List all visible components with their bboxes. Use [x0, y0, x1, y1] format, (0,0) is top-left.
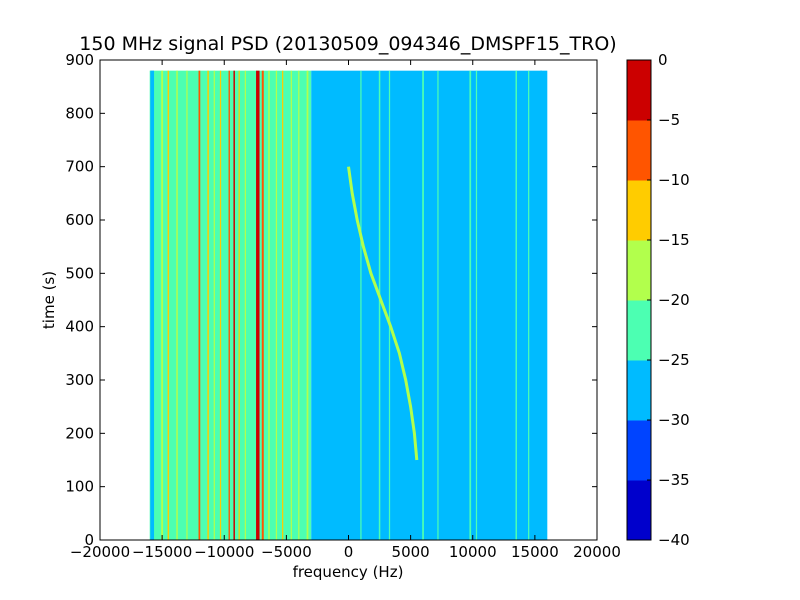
x-tick-label: −20000	[70, 543, 130, 561]
spectral-line-14	[261, 70, 264, 540]
colorbar-tick-label: −40	[658, 531, 690, 549]
heatmap-background-block-0	[149, 70, 312, 540]
spectral-line-18	[290, 70, 292, 540]
colorbar	[627, 60, 651, 541]
colorbar-tick-label: −10	[658, 171, 690, 189]
x-tick-label: −15000	[132, 543, 192, 561]
spectral-lines-layer	[150, 70, 542, 540]
x-tick-label: 0	[344, 543, 354, 561]
colorbar-axis: −40 −35 −30 −25 −20 −15 −10 −5 0	[647, 51, 690, 549]
colorbar-tick-label: −35	[658, 471, 690, 489]
x-tick-label: 10000	[449, 543, 497, 561]
y-axis-label: time (s)	[40, 271, 58, 329]
y-tick-label: 300	[65, 371, 94, 389]
y-tick-label: 400	[65, 318, 94, 336]
colorbar-segment-1	[627, 420, 651, 481]
spectral-line-15	[268, 70, 270, 540]
y-tick-label: 200	[65, 424, 94, 442]
x-tick-label: −5000	[261, 543, 312, 561]
chart-title: 150 MHz signal PSD (20130509_094346_DMSP…	[79, 33, 616, 55]
colorbar-segment-5	[627, 180, 651, 241]
x-tick-label: −10000	[194, 543, 254, 561]
spectral-line-24	[422, 70, 424, 540]
colorbar-tick-label: 0	[658, 51, 668, 69]
spectral-line-5	[198, 70, 201, 540]
x-tick-label: 5000	[392, 543, 430, 561]
colorbar-tick-label: −20	[658, 291, 690, 309]
y-tick-label: 100	[65, 478, 94, 496]
spectral-line-25	[437, 70, 439, 540]
y-tick-label: 600	[65, 211, 94, 229]
x-axis: −20000 −15000 −10000 −5000 0 5000 10000 15000 20…	[70, 60, 621, 561]
spectral-line-19	[298, 70, 300, 540]
spectral-line-17	[282, 70, 284, 540]
spectral-line-21	[360, 70, 362, 540]
spectral-line-6	[207, 70, 209, 540]
colorbar-segment-6	[627, 120, 651, 181]
spectral-line-10	[233, 70, 235, 540]
spectral-line-8	[219, 70, 222, 540]
spectral-line-28	[515, 70, 517, 540]
y-tick-label: 500	[65, 264, 94, 282]
spectral-line-11	[238, 70, 240, 540]
doppler-trace-line	[347, 166, 419, 461]
colorbar-segment-4	[627, 240, 651, 301]
colorbar-tick-label: −5	[658, 111, 680, 129]
y-tick-label: 800	[65, 104, 94, 122]
spectral-line-27	[475, 70, 478, 540]
colorbar-tick-label: −15	[658, 231, 690, 249]
spectral-line-2	[167, 70, 170, 540]
spectral-line-26	[469, 70, 472, 540]
spectral-line-30	[540, 70, 542, 540]
colorbar-segment-3	[627, 300, 651, 361]
colorbar-segment-2	[627, 360, 651, 421]
spectral-line-22	[378, 70, 381, 540]
y-tick-label: 0	[84, 531, 94, 549]
spectral-line-13	[256, 70, 260, 540]
colorbar-frame	[626, 59, 652, 541]
doppler-trace-layer	[347, 166, 419, 461]
y-axis: 0 100 200 300 400 500 600 700 800 900	[65, 51, 597, 549]
colorbar-segment-0	[627, 480, 651, 541]
colorbar-segment-7	[627, 60, 651, 121]
colorbar-tick-label: −25	[658, 351, 690, 369]
x-tick-label: 15000	[511, 543, 559, 561]
spectral-line-12	[244, 70, 246, 540]
heatmap-background-block-1	[311, 70, 548, 540]
spectral-line-9	[228, 70, 230, 540]
spectral-line-4	[186, 70, 188, 540]
spectral-line-7	[213, 70, 215, 540]
x-tick-label: 20000	[573, 543, 621, 561]
y-tick-label: 700	[65, 158, 94, 176]
spectral-line-3	[176, 70, 178, 540]
spectral-line-23	[388, 70, 391, 540]
spectral-line-20	[306, 70, 309, 540]
spectral-line-0	[150, 70, 155, 540]
plot-area	[149, 70, 548, 540]
spectral-line-1	[161, 70, 164, 540]
x-axis-label: frequency (Hz)	[293, 563, 404, 581]
spectral-line-29	[528, 70, 530, 540]
heatmap-layer	[149, 70, 548, 540]
y-tick-label: 900	[65, 51, 94, 69]
spectral-line-16	[275, 70, 278, 540]
colorbar-tick-label: −30	[658, 411, 690, 429]
